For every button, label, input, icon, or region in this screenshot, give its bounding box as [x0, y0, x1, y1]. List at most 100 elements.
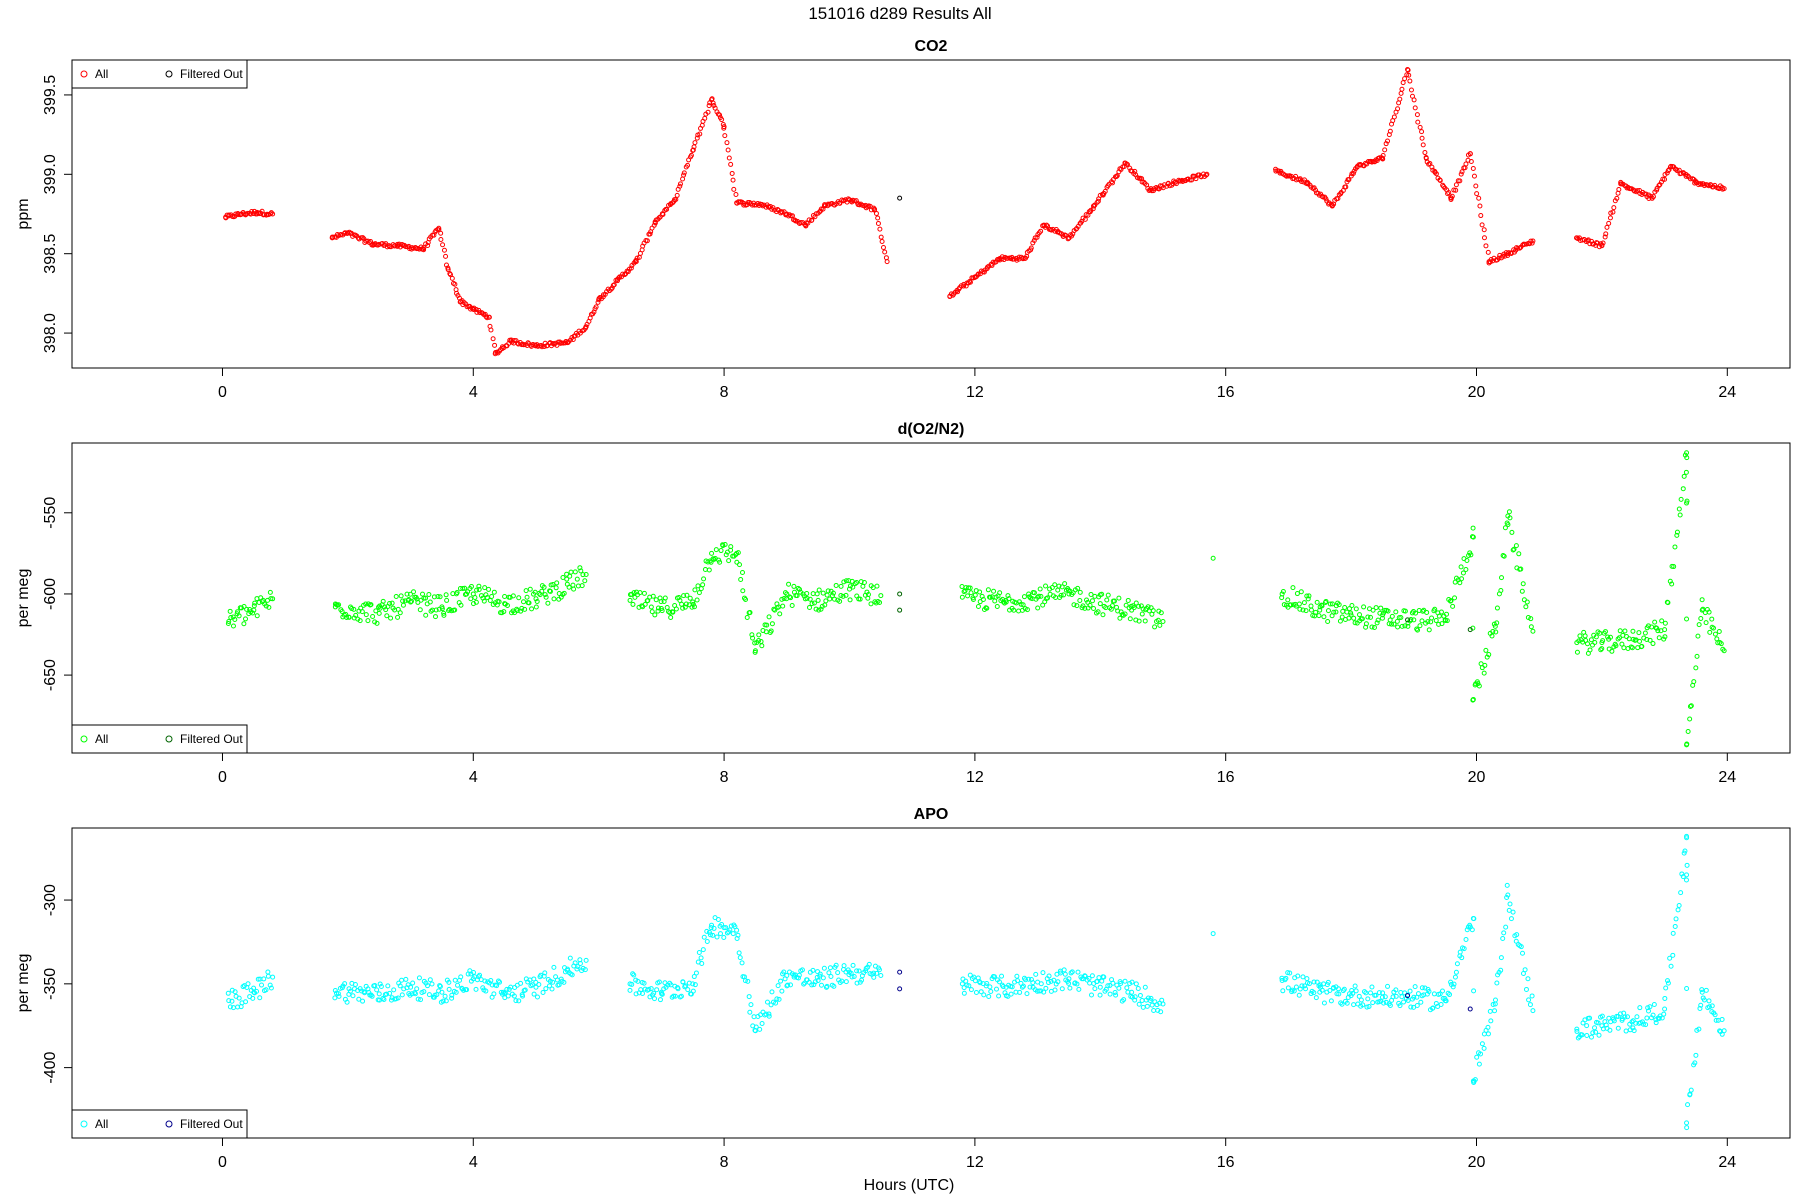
data-point — [1370, 1000, 1376, 1006]
data-point — [1139, 997, 1145, 1003]
data-point — [1150, 608, 1156, 614]
data-point — [1508, 916, 1514, 922]
x-tick-label: 16 — [1217, 769, 1235, 786]
data-point — [672, 993, 678, 999]
data-point — [809, 217, 815, 223]
data-point — [1713, 1017, 1719, 1023]
data-point — [722, 133, 728, 139]
data-point — [1203, 172, 1209, 178]
data-point — [245, 210, 251, 216]
data-point — [534, 994, 540, 1000]
data-point — [784, 972, 790, 978]
data-point — [878, 593, 884, 599]
legend: All Filtered Out — [71, 1109, 248, 1139]
data-point — [1523, 986, 1529, 992]
data-point — [1374, 620, 1380, 626]
data-point — [452, 281, 458, 287]
data-point — [226, 998, 232, 1004]
data-point — [1331, 985, 1337, 991]
data-point — [1477, 203, 1483, 209]
data-point — [520, 993, 526, 999]
data-point — [1574, 235, 1580, 241]
data-point — [400, 602, 406, 608]
plot-frame — [71, 59, 1791, 369]
data-point — [445, 267, 451, 273]
data-point — [1683, 469, 1689, 475]
data-point — [1426, 627, 1432, 633]
data-point — [1279, 977, 1285, 983]
data-point — [664, 206, 670, 212]
data-point — [1368, 614, 1374, 620]
data-point — [1077, 589, 1083, 595]
data-point — [245, 981, 251, 987]
data-point — [481, 598, 487, 604]
data-point — [1476, 195, 1482, 201]
data-point — [427, 977, 433, 983]
data-point — [1701, 997, 1707, 1003]
data-point — [529, 982, 535, 988]
data-point — [1058, 970, 1064, 976]
data-point — [1685, 1102, 1691, 1108]
data-point — [641, 980, 647, 986]
data-point — [1577, 633, 1583, 639]
data-point — [1662, 176, 1668, 182]
data-point — [1038, 593, 1044, 599]
data-point — [628, 265, 634, 271]
data-point — [1426, 988, 1432, 994]
data-point — [449, 275, 455, 281]
data-point — [770, 205, 776, 211]
data-point — [1117, 615, 1123, 621]
data-point — [1296, 992, 1302, 998]
panel-title: d(O2/N2) — [898, 421, 965, 438]
data-point — [490, 336, 496, 342]
data-point — [1116, 595, 1122, 601]
data-point — [492, 342, 498, 348]
data-point — [642, 601, 648, 607]
data-point — [683, 601, 689, 607]
data-point — [533, 596, 539, 602]
data-point — [1631, 1028, 1637, 1034]
data-point — [691, 974, 697, 980]
data-point — [826, 970, 832, 976]
data-point — [1020, 983, 1026, 989]
data-point — [1653, 1020, 1659, 1026]
data-point — [1021, 594, 1027, 600]
data-point — [1339, 1001, 1345, 1007]
data-point — [407, 591, 413, 597]
data-point — [270, 974, 276, 980]
series-all — [225, 833, 1727, 1131]
data-point — [1328, 998, 1334, 1004]
data-point — [838, 592, 844, 598]
data-point — [1574, 1028, 1580, 1034]
data-point — [1301, 600, 1307, 606]
data-point — [1633, 1020, 1639, 1026]
data-point — [1076, 986, 1082, 992]
data-point — [627, 987, 633, 993]
data-point — [1468, 159, 1474, 165]
data-point — [1420, 142, 1426, 148]
data-point — [984, 605, 990, 611]
data-point — [1349, 987, 1355, 993]
data-point — [1296, 601, 1302, 607]
data-point — [266, 604, 272, 610]
data-point — [1468, 552, 1474, 558]
data-point — [656, 215, 662, 221]
data-point — [1395, 106, 1401, 112]
data-point — [571, 586, 577, 592]
legend-box — [71, 724, 248, 754]
data-point — [1041, 222, 1047, 228]
data-point — [614, 278, 620, 284]
data-point — [1393, 993, 1399, 999]
data-point — [796, 972, 802, 978]
series-marks — [225, 450, 1727, 748]
data-point — [831, 983, 837, 989]
data-point — [631, 590, 637, 596]
legend-marker — [80, 70, 88, 78]
data-point — [1437, 177, 1443, 183]
data-point — [460, 586, 466, 592]
data-point — [497, 979, 503, 985]
data-point — [542, 592, 548, 598]
data-point — [693, 970, 699, 976]
data-point — [395, 995, 401, 1001]
legend-marker — [80, 1120, 88, 1128]
